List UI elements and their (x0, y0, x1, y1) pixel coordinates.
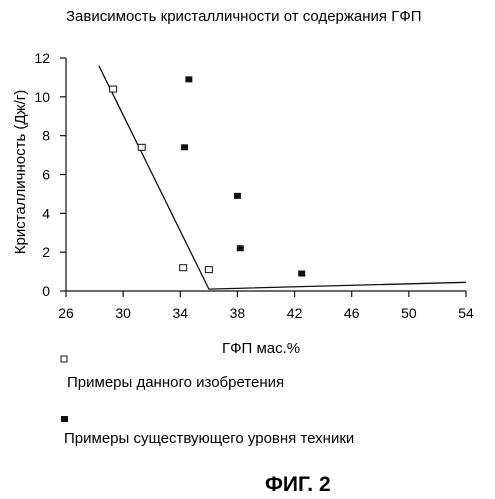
legend: Примеры данного изобретения Примеры суще… (61, 356, 354, 447)
legend-label-prior-art: Примеры существующего уровня техники (64, 430, 354, 447)
legend-marker-invention (61, 356, 67, 362)
y-tick-label: 6 (42, 167, 50, 183)
x-tick-label: 30 (115, 305, 131, 321)
point-invention (110, 86, 117, 92)
point-invention (138, 144, 145, 150)
y-axis-label: Кристалличность (Дж/г) (12, 90, 29, 255)
trend-line (99, 66, 466, 289)
y-tick-label: 8 (42, 128, 50, 144)
point-invention (180, 265, 187, 271)
x-tick-label: 50 (401, 305, 417, 321)
x-tick-label: 34 (172, 305, 188, 321)
figure-label: ФИГ. 2 (265, 473, 331, 496)
x-tick-label: 54 (458, 305, 474, 321)
legend-label-invention: Примеры данного изобретения (67, 374, 284, 391)
y-tick-label: 12 (34, 50, 50, 66)
chart-title: Зависимость кристалличности от содержани… (66, 8, 422, 25)
y-tick-label: 2 (42, 244, 50, 260)
x-tick-label: 26 (58, 305, 74, 321)
legend-marker-prior-art (61, 416, 68, 422)
x-tick-label: 38 (230, 305, 246, 321)
data-points (110, 76, 306, 276)
point-prior-art (181, 144, 188, 150)
y-tick-label: 10 (34, 89, 50, 105)
x-tick-label: 46 (344, 305, 360, 321)
y-tick-label: 0 (42, 283, 50, 299)
x-tick-label: 42 (287, 305, 303, 321)
point-invention (205, 267, 212, 273)
x-axis-label: ГФП мас.% (222, 340, 300, 357)
point-prior-art (234, 193, 241, 199)
axes (66, 58, 466, 291)
y-tick-label: 4 (42, 205, 50, 221)
point-prior-art (298, 271, 305, 277)
point-prior-art (237, 245, 244, 251)
x-ticks: 26 30 34 38 42 46 50 54 (58, 291, 474, 321)
y-ticks: 0 2 4 6 8 10 12 (34, 50, 66, 299)
point-prior-art (185, 76, 192, 82)
